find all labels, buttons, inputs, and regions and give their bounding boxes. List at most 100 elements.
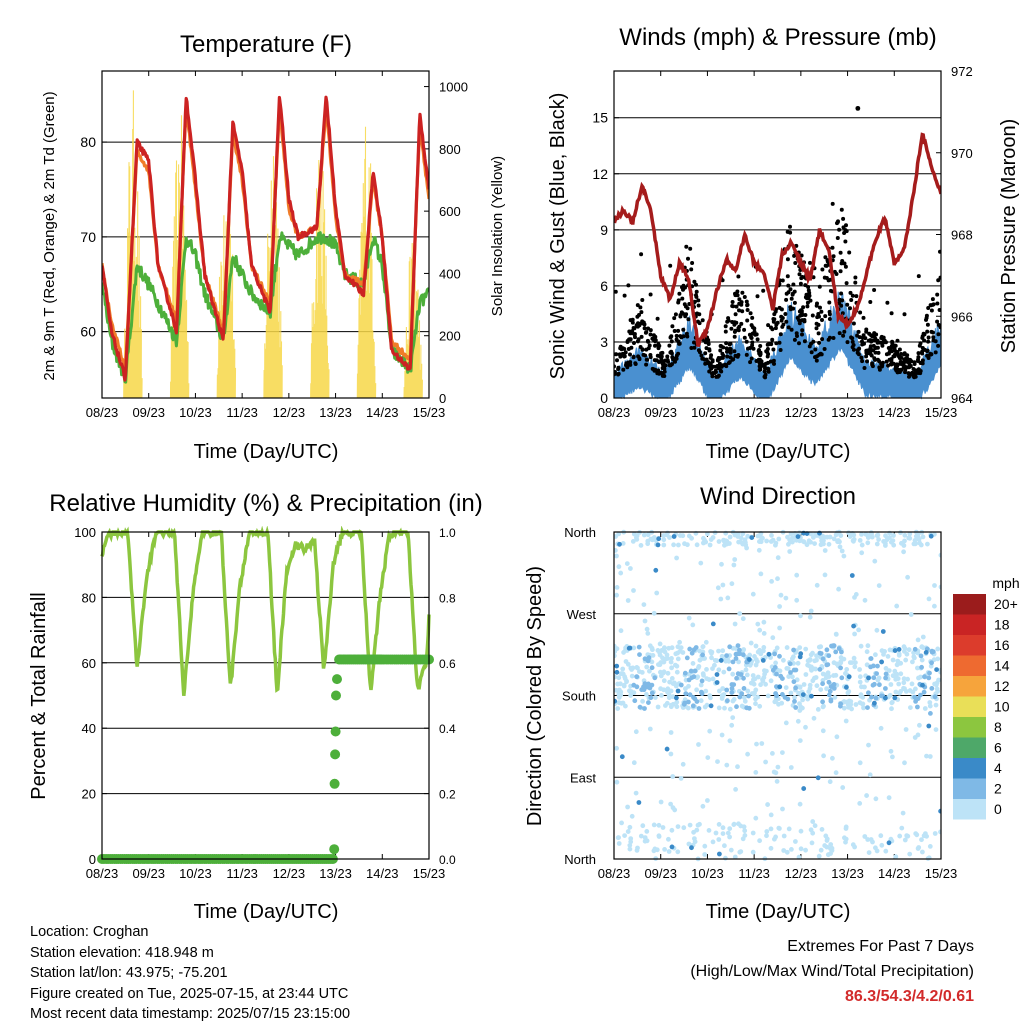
relative-humidity-line [100, 526, 431, 696]
colorbar: 20+ 18 16 14 12 10 8 6 4 2 0 [953, 594, 1018, 820]
humidity-xlabel: Time (Day/UTC) [194, 901, 339, 923]
humidity-ytick-label: 40 [82, 721, 96, 736]
direction-ylabel-left: Direction (Colored By Speed) [524, 566, 546, 826]
winds-ytick-label: 6 [600, 278, 608, 294]
direction-ytick-label: East [570, 770, 596, 785]
temperature-xtick-label: 09/23 [132, 405, 165, 420]
temperature-xtick-label: 11/23 [226, 405, 258, 420]
winds-xtick-label: 11/23 [738, 405, 770, 420]
winds-xtick-label: 15/23 [925, 405, 958, 420]
humidity-ytick-label: 100 [74, 525, 96, 540]
temperature-ylabel-right: Solar Insolation (Yellow) [489, 156, 506, 316]
colorbar-label: 10 [994, 699, 1010, 715]
direction-xtick-label: 15/23 [925, 866, 958, 881]
winds-xtick-label: 13/23 [831, 405, 864, 420]
temperature-xtick-label: 08/23 [86, 405, 119, 420]
humidity-xtick-label: 08/23 [86, 866, 119, 881]
station-pressure-line [614, 132, 941, 348]
winds-ytick-label: 15 [592, 110, 608, 126]
extremes-box: Extremes For Past 7 Days (High/Low/Max W… [690, 934, 974, 1009]
colorbar-label: 2 [994, 781, 1002, 797]
colorbar-swatch [953, 717, 986, 738]
temp-2m-line [102, 95, 429, 382]
temperature-xtick-label: 14/23 [366, 405, 399, 420]
winds-axes: 0 3 6 9 12 15 964 966 968 970 972 08/23 09/23 10/23 11… [592, 64, 972, 420]
temperature-y2tick-label: 800 [439, 142, 461, 157]
direction-xtick-label: 12/23 [785, 866, 818, 881]
colorbar-swatch [953, 635, 986, 656]
winds-ytick-label: 3 [600, 334, 608, 350]
winds-plot-border [613, 70, 942, 399]
humidity-ytick-label: 60 [82, 656, 96, 671]
colorbar-swatch [953, 758, 986, 779]
humidity-ylabel-left: Percent & Total Rainfall [28, 592, 50, 800]
humidity-series [97, 526, 434, 865]
direction-ytick-label: South [562, 689, 596, 704]
winds-ylabel-right: Station Pressure (Maroon) [998, 119, 1020, 354]
temperature-y2tick-label: 200 [439, 329, 461, 344]
colorbar-swatch [953, 799, 986, 820]
humidity-xtick-label: 10/23 [179, 866, 212, 881]
winds-ytick-label: 0 [600, 390, 608, 406]
station-elevation: Station elevation: 418.948 m [30, 944, 214, 961]
colorbar-swatch [953, 778, 986, 799]
gust-dots [614, 201, 941, 380]
direction-dots-calm [614, 529, 941, 862]
colorbar-title: mph [992, 575, 1019, 591]
direction-title: Wind Direction [700, 483, 856, 510]
winds-xtick-label: 10/23 [691, 405, 724, 420]
winds-series [614, 105, 941, 400]
direction-xtick-label: 13/23 [831, 866, 864, 881]
winds-xtick-label: 14/23 [878, 405, 911, 420]
humidity-xtick-label: 14/23 [366, 866, 399, 881]
dewpoint-line [102, 231, 429, 384]
figure-created: Figure created on Tue, 2025-07-15, at 23… [30, 985, 349, 1002]
temperature-ytick-label: 70 [80, 229, 96, 245]
humidity-axes: 0 20 40 60 80 100 0.0 0.2 0.4 0.6 0.8 1.0 08/23 09/23… [74, 525, 456, 881]
temperature-xtick-label: 10/23 [179, 405, 212, 420]
colorbar-label: 8 [994, 719, 1002, 735]
temperature-y2tick-label: 600 [439, 204, 461, 219]
temperature-y2tick-label: 0 [439, 391, 446, 406]
humidity-y2tick-label: 0.6 [439, 657, 456, 671]
colorbar-swatch [953, 676, 986, 697]
direction-ytick-label: North [564, 525, 596, 540]
data-timestamp: Most recent data timestamp: 2025/07/15 2… [30, 1006, 351, 1022]
colorbar-label: 20+ [994, 596, 1018, 612]
humidity-xtick-label: 13/23 [319, 866, 352, 881]
humidity-y2tick-label: 0.4 [439, 722, 456, 736]
temp-9m-line [102, 103, 429, 370]
temperature-xtick-label: 13/23 [319, 405, 352, 420]
temperature-xtick-label: 15/23 [413, 405, 446, 420]
temperature-xtick-label: 12/23 [273, 405, 306, 420]
winds-y2tick-label: 964 [951, 391, 973, 406]
extremes-title: Extremes For Past 7 Days [787, 938, 974, 955]
colorbar-label: 12 [994, 678, 1010, 694]
direction-xtick-label: 11/23 [738, 866, 770, 881]
colorbar-swatch [953, 614, 986, 635]
direction-xtick-label: 10/23 [691, 866, 724, 881]
humidity-y2tick-label: 0.8 [439, 591, 456, 605]
temperature-series [102, 90, 429, 398]
humidity-ytick-label: 80 [82, 590, 96, 605]
temperature-xlabel: Time (Day/UTC) [194, 441, 339, 463]
direction-xtick-label: 09/23 [644, 866, 677, 881]
direction-scatter [614, 529, 941, 862]
direction-dots-2mph [631, 643, 938, 716]
extremes-subtitle: (High/Low/Max Wind/Total Precipitation) [690, 963, 974, 980]
humidity-xtick-label: 15/23 [413, 866, 446, 881]
winds-ytick-label: 9 [600, 222, 608, 238]
winds-y2tick-label: 966 [951, 309, 973, 324]
temperature-plot-border [101, 70, 430, 399]
humidity-ytick-label: 0 [89, 852, 96, 867]
station-info: Location: Croghan Station elevation: 418… [30, 922, 350, 1025]
colorbar-label: 18 [994, 617, 1010, 633]
humidity-ytick-label: 20 [82, 787, 96, 802]
temperature-title: Temperature (F) [180, 31, 352, 58]
temperature-y2tick-label: 400 [439, 266, 461, 281]
colorbar-swatch [953, 655, 986, 676]
temperature-ylabel-left: 2m & 9m T (Red, Orange) & 2m Td (Green) [41, 91, 58, 380]
